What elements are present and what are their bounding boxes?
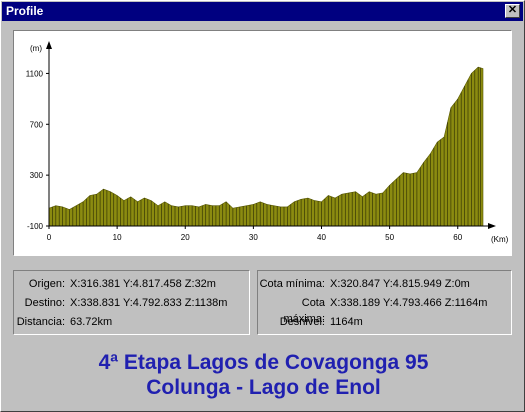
- stage-title: 4ª Etapa Lagos de Covagonga 95: [98, 351, 429, 374]
- x-tick-label: 0: [47, 233, 52, 242]
- chart-svg: -100 300 700 1100 0 10 20 30 40 50 60 (m) (Km): [26, 41, 509, 244]
- y-tick-label: 700: [30, 120, 44, 129]
- destino-label: Destino:: [24, 297, 65, 309]
- cota-minima-value: X:320.847 Y:4.815.949 Z:0m: [330, 278, 470, 290]
- stage-route: Colunga - Lago de Enol: [146, 376, 381, 399]
- origen-label: Origen:: [28, 278, 65, 290]
- elevation-profile-chart: -100 300 700 1100 0 10 20 30 40 50 60 (m) (Km): [13, 30, 512, 256]
- x-axis-label: (Km): [491, 235, 509, 244]
- window-title: Profile: [6, 4, 44, 18]
- cota-maxima-label: Cota máxima:: [283, 297, 325, 325]
- cota-minima-label: Cota mínima:: [259, 278, 325, 290]
- x-tick-label: 50: [385, 233, 394, 242]
- y-axis-label: (m): [30, 44, 42, 53]
- distancia-label: Distancia:: [16, 316, 65, 328]
- x-tick-label: 30: [249, 233, 258, 242]
- y-axis-arrow: [46, 41, 52, 49]
- title-bar[interactable]: Profile ✕: [2, 2, 523, 21]
- route-info-panel: Origen: X:316.381 Y:4.817.458 Z:32m Dest…: [13, 270, 250, 335]
- y-tick-label: 1100: [26, 69, 44, 78]
- x-tick-label: 40: [317, 233, 326, 242]
- x-axis-arrow: [488, 223, 496, 229]
- distancia-value: 63.72km: [70, 316, 113, 328]
- cota-maxima-value: X:338.189 Y:4.793.466 Z:1164m: [330, 297, 488, 309]
- elevation-info-panel: Cota mínima: X:320.847 Y:4.815.949 Z:0m …: [257, 270, 512, 335]
- desnivel-value: 1164m: [330, 316, 363, 328]
- desnivel-label: Desnivel:: [279, 316, 325, 328]
- x-tick-label: 60: [453, 233, 462, 242]
- y-tick-label: 300: [30, 171, 44, 180]
- x-tick-label: 10: [113, 233, 122, 242]
- destino-value: X:338.831 Y:4.792.833 Z:1138m: [70, 297, 228, 309]
- origen-value: X:316.381 Y:4.817.458 Z:32m: [70, 278, 216, 290]
- elevation-area: [48, 66, 484, 227]
- y-tick-label: -100: [27, 222, 44, 231]
- close-button[interactable]: ✕: [505, 4, 520, 18]
- x-tick-label: 20: [181, 233, 190, 242]
